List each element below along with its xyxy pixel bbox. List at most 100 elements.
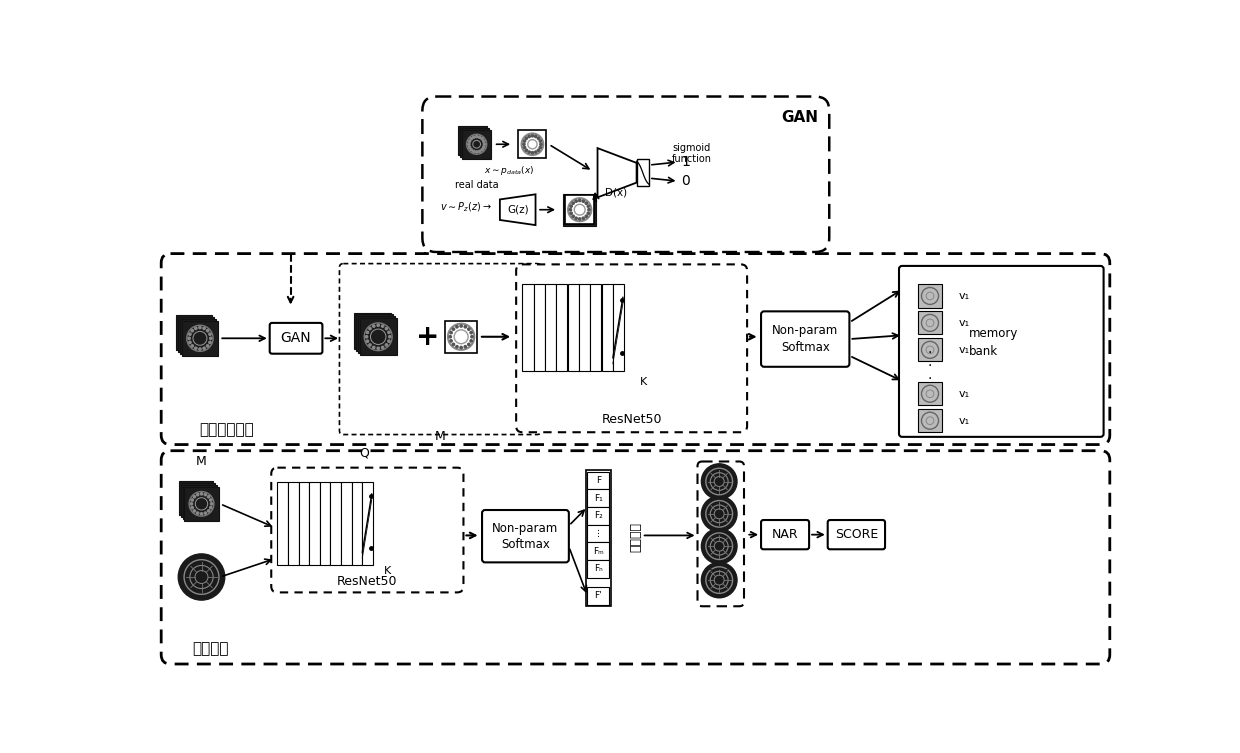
Bar bbox=[919, 383, 941, 405]
Text: v₁: v₁ bbox=[959, 416, 970, 425]
Text: K: K bbox=[640, 376, 647, 387]
Text: NAR: NAR bbox=[771, 528, 799, 541]
Circle shape bbox=[472, 150, 475, 153]
Circle shape bbox=[569, 209, 572, 211]
Text: Softmax: Softmax bbox=[501, 538, 549, 550]
Text: ·
·
·: · · · bbox=[928, 346, 932, 386]
Circle shape bbox=[572, 215, 574, 218]
Circle shape bbox=[382, 346, 384, 349]
Circle shape bbox=[579, 200, 580, 202]
Text: 1: 1 bbox=[682, 155, 691, 169]
Circle shape bbox=[528, 151, 531, 154]
Bar bbox=[320, 481, 330, 565]
Circle shape bbox=[702, 529, 737, 564]
Circle shape bbox=[201, 513, 202, 515]
Bar bbox=[299, 481, 309, 565]
Text: SCORE: SCORE bbox=[835, 528, 878, 541]
Circle shape bbox=[479, 136, 481, 139]
Bar bbox=[356, 315, 393, 352]
Text: F₁: F₁ bbox=[594, 493, 603, 502]
Circle shape bbox=[366, 331, 368, 334]
Circle shape bbox=[467, 328, 470, 331]
Bar bbox=[309, 481, 320, 565]
Text: Softmax: Softmax bbox=[781, 341, 830, 354]
Bar bbox=[331, 481, 341, 565]
Circle shape bbox=[208, 333, 211, 335]
FancyBboxPatch shape bbox=[161, 254, 1110, 444]
Circle shape bbox=[196, 512, 198, 514]
Circle shape bbox=[388, 331, 391, 334]
Circle shape bbox=[195, 328, 197, 330]
Circle shape bbox=[191, 330, 193, 332]
Bar bbox=[588, 471, 609, 489]
Text: GAN: GAN bbox=[280, 331, 311, 346]
Bar bbox=[352, 481, 362, 565]
Polygon shape bbox=[500, 194, 536, 225]
Circle shape bbox=[195, 347, 197, 349]
Circle shape bbox=[388, 336, 391, 338]
Circle shape bbox=[464, 346, 466, 348]
Circle shape bbox=[372, 346, 374, 349]
Circle shape bbox=[456, 346, 458, 348]
Circle shape bbox=[388, 340, 391, 343]
Bar bbox=[278, 481, 288, 565]
Text: ResNet50: ResNet50 bbox=[601, 413, 662, 426]
Bar bbox=[522, 285, 533, 370]
Bar bbox=[179, 317, 215, 352]
Circle shape bbox=[526, 137, 527, 139]
Circle shape bbox=[207, 495, 210, 498]
FancyBboxPatch shape bbox=[423, 96, 830, 252]
Circle shape bbox=[211, 503, 213, 505]
Bar bbox=[360, 319, 397, 355]
Circle shape bbox=[469, 140, 471, 142]
Circle shape bbox=[210, 499, 212, 501]
Circle shape bbox=[582, 217, 584, 219]
Circle shape bbox=[205, 512, 207, 514]
Text: 欧氏距离: 欧氏距离 bbox=[629, 522, 642, 552]
Bar bbox=[588, 587, 609, 605]
Circle shape bbox=[575, 200, 578, 203]
Circle shape bbox=[482, 146, 485, 148]
Circle shape bbox=[372, 325, 374, 328]
FancyBboxPatch shape bbox=[761, 311, 849, 367]
Bar bbox=[288, 481, 299, 565]
Circle shape bbox=[523, 140, 526, 142]
Text: Fₙ: Fₙ bbox=[594, 565, 603, 574]
FancyBboxPatch shape bbox=[482, 510, 569, 562]
Bar bbox=[445, 321, 477, 353]
Circle shape bbox=[207, 510, 210, 512]
Text: ⋮: ⋮ bbox=[594, 529, 603, 538]
Circle shape bbox=[453, 343, 455, 346]
Text: 0: 0 bbox=[682, 174, 691, 188]
Circle shape bbox=[470, 148, 472, 151]
Bar bbox=[588, 489, 609, 507]
Circle shape bbox=[210, 337, 212, 340]
Circle shape bbox=[475, 136, 477, 138]
Circle shape bbox=[450, 331, 453, 334]
Bar bbox=[182, 321, 218, 356]
Circle shape bbox=[386, 328, 388, 330]
Bar bbox=[518, 130, 547, 158]
Bar bbox=[463, 130, 491, 159]
Circle shape bbox=[377, 324, 379, 326]
Circle shape bbox=[588, 209, 590, 211]
Bar bbox=[919, 311, 941, 334]
Circle shape bbox=[449, 336, 451, 338]
Circle shape bbox=[206, 345, 208, 347]
Bar bbox=[601, 285, 613, 370]
Bar bbox=[636, 159, 649, 186]
Text: F': F' bbox=[594, 591, 603, 600]
Circle shape bbox=[570, 212, 573, 215]
Circle shape bbox=[193, 495, 196, 498]
Bar bbox=[533, 285, 544, 370]
Circle shape bbox=[537, 137, 539, 139]
Circle shape bbox=[386, 344, 388, 346]
Text: 在线检索: 在线检索 bbox=[192, 642, 229, 657]
FancyBboxPatch shape bbox=[516, 264, 746, 432]
Circle shape bbox=[579, 218, 580, 220]
Circle shape bbox=[572, 202, 574, 204]
Circle shape bbox=[368, 344, 371, 346]
Bar bbox=[176, 315, 212, 350]
Circle shape bbox=[208, 341, 211, 343]
Circle shape bbox=[526, 149, 527, 151]
